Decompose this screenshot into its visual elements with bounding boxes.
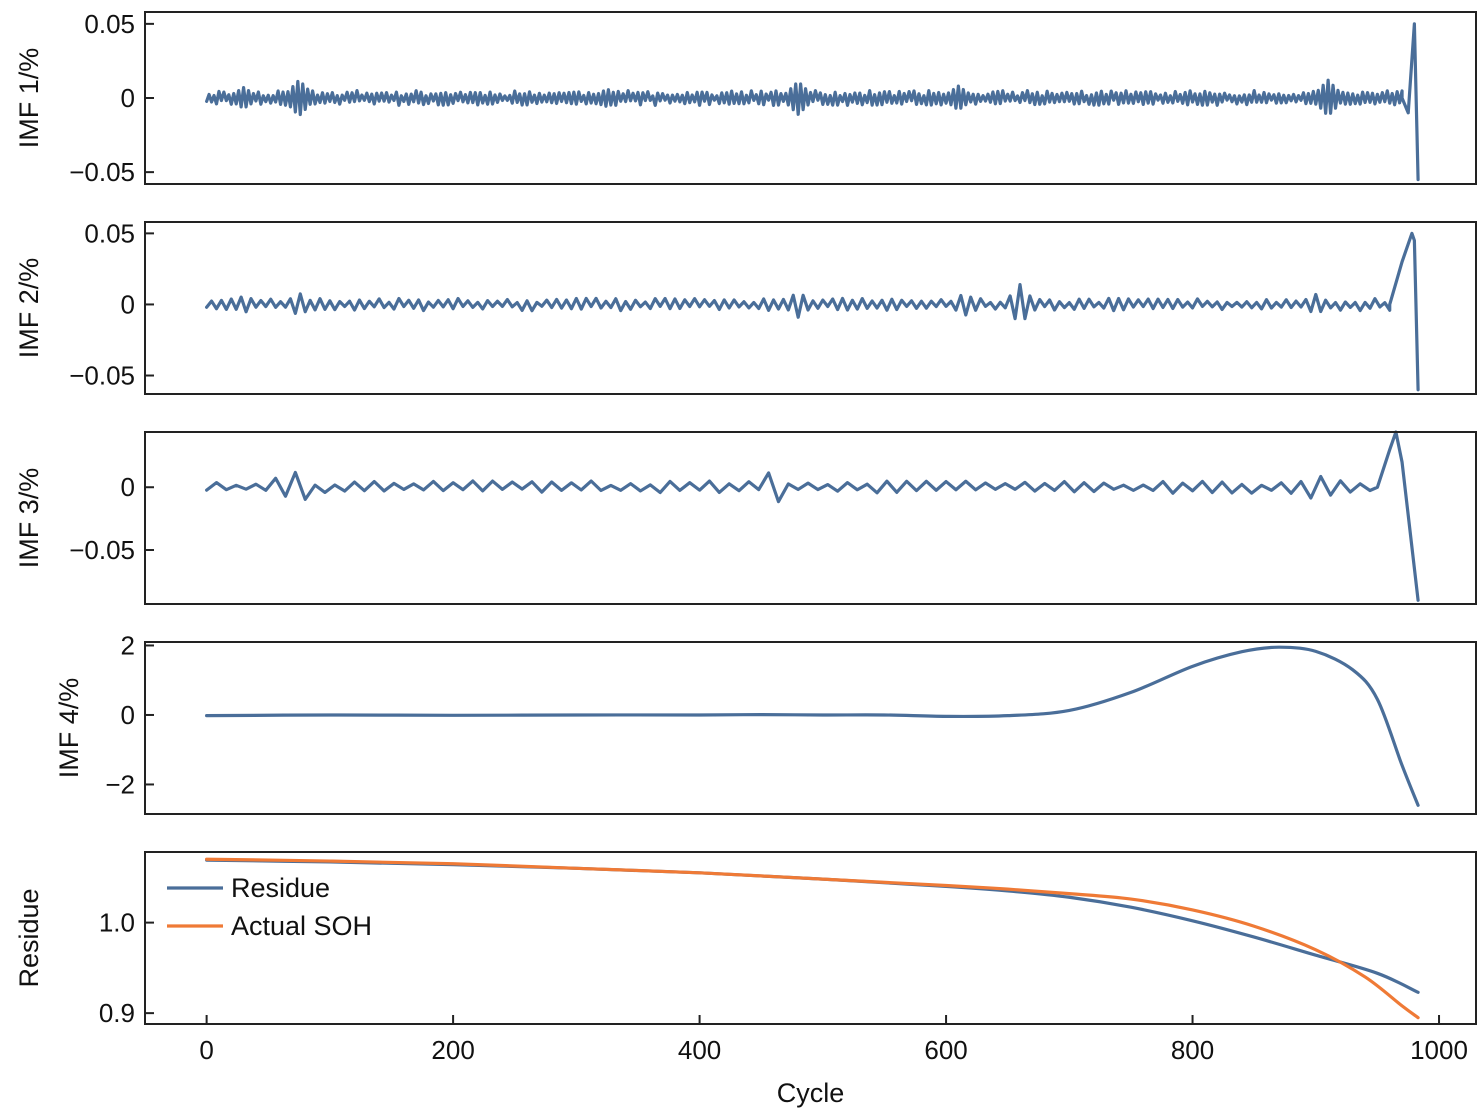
y-tick-label: −2 [105, 769, 135, 799]
series-line-panel2-0 [205, 231, 1420, 392]
y-axis-label: IMF 1/% [14, 48, 44, 149]
y-axis-label: IMF 2/% [14, 258, 44, 359]
y-tick-label: −0.05 [69, 535, 135, 565]
plot-frame [144, 221, 1477, 395]
y-tick-label: 0.05 [84, 218, 135, 248]
panel-2: 0.05 0 −0.05 IMF 2/% [14, 218, 1477, 395]
y-tick-label: 0 [121, 472, 135, 502]
x-tick-label: 800 [1171, 1035, 1214, 1065]
y-tick-label: 0 [121, 289, 135, 319]
x-axis-label: Cycle [777, 1078, 845, 1108]
y-tick-label: 2 [121, 630, 135, 660]
x-tick-label: 600 [924, 1035, 967, 1065]
x-tick-label: 0 [199, 1035, 213, 1065]
legend-label: Residue [231, 873, 330, 903]
y-tick-label: 0 [121, 700, 135, 730]
plot-frame [144, 431, 1477, 605]
plot-frame [144, 641, 1477, 815]
series-line-panel1-0 [205, 22, 1420, 182]
x-tick-label: 200 [431, 1035, 474, 1065]
y-axis-label: IMF 4/% [54, 678, 84, 779]
legend-label: Actual SOH [231, 911, 372, 941]
y-tick-label: 0 [121, 83, 135, 113]
series-line-actual-soh [205, 857, 1420, 1020]
y-axis-label: IMF 3/% [14, 468, 44, 569]
y-tick-label: −0.05 [69, 157, 135, 187]
panel-5: 1.0 0.9 Residue 0 200 400 600 800 1000 Cycle Resid… [14, 851, 1477, 1108]
y-axis-label: Residue [14, 888, 44, 987]
y-tick-label: 1.0 [99, 908, 135, 938]
x-tick-label: 1000 [1410, 1035, 1468, 1065]
y-tick-label: 0.05 [84, 9, 135, 39]
y-tick-label: −0.05 [69, 361, 135, 391]
series-line-panel3-0 [205, 430, 1420, 602]
legend: Residue Actual SOH [167, 873, 372, 941]
panel-1: 0.05 0 −0.05 IMF 1/% [14, 9, 1477, 187]
panel-3: 0 −0.05 IMF 3/% [14, 430, 1477, 605]
series-line-panel4-0 [205, 645, 1420, 807]
panel-4: 2 0 −2 IMF 4/% [54, 630, 1477, 815]
x-tick-label: 400 [678, 1035, 721, 1065]
y-tick-label: 0.9 [99, 998, 135, 1028]
plot-frame [144, 851, 1477, 1025]
